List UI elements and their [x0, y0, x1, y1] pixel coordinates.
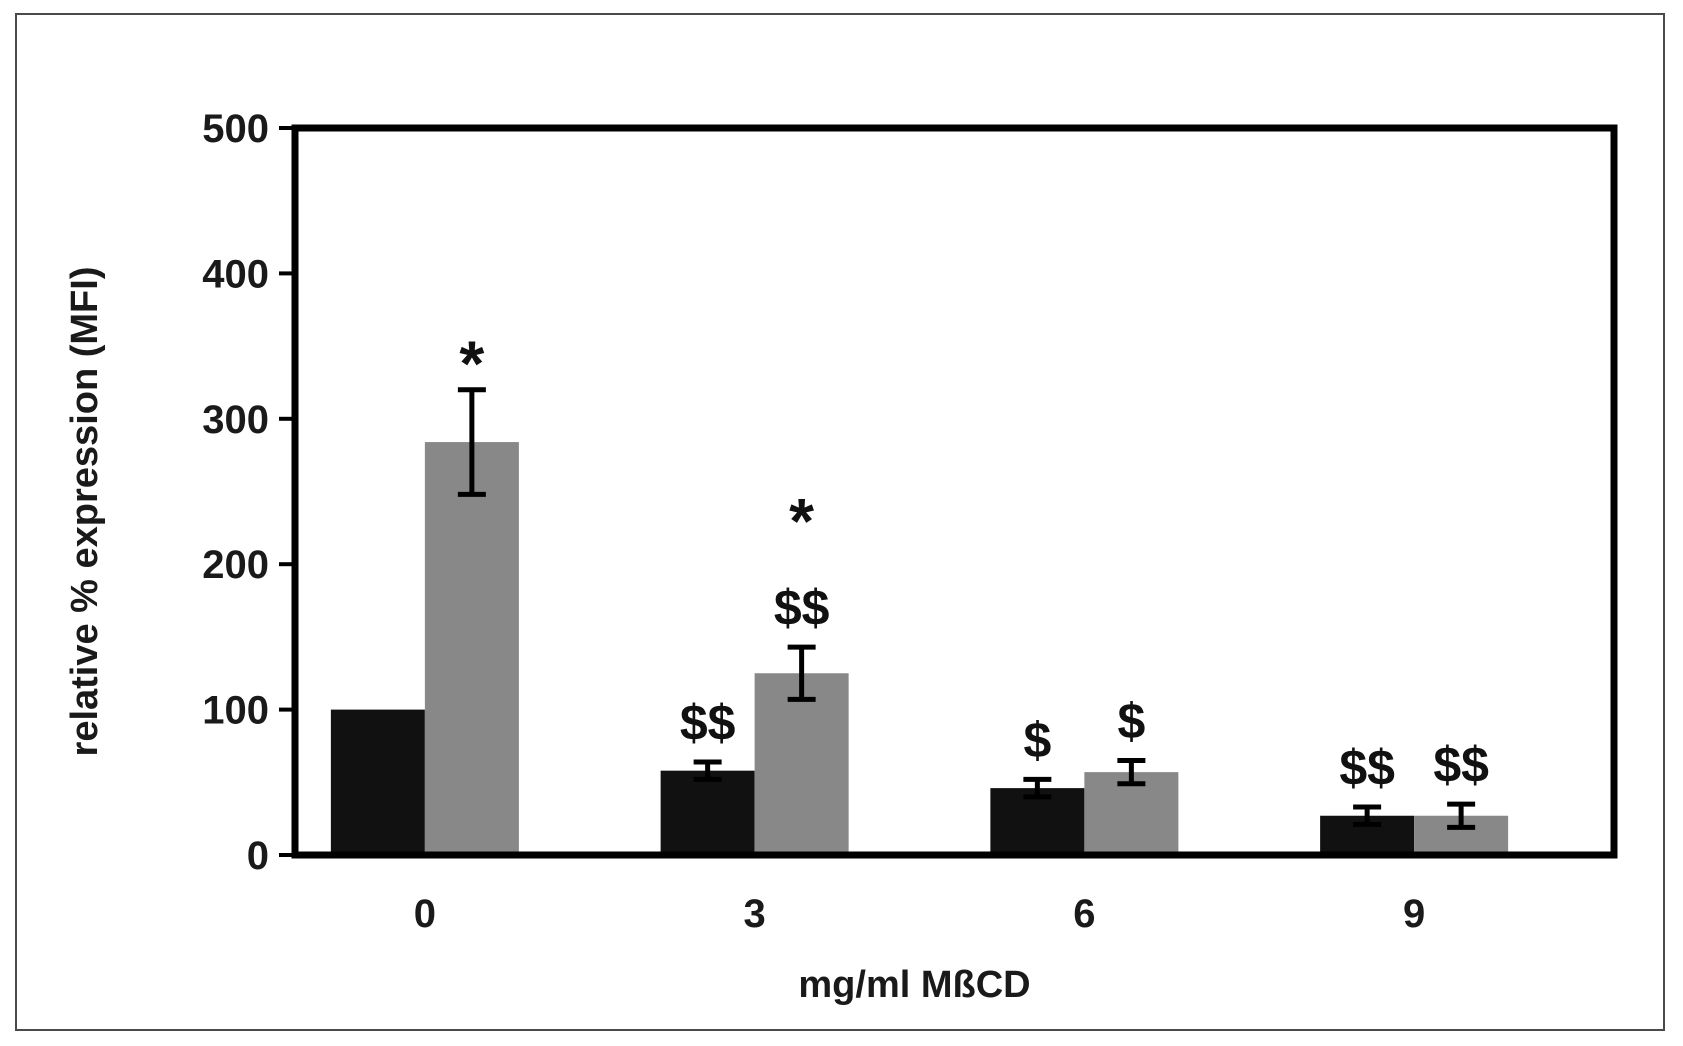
x-tick-label: 0 — [414, 892, 436, 936]
significance-dollar: $ — [1117, 693, 1145, 749]
x-tick-label: 6 — [1073, 892, 1095, 936]
y-tick-label: 500 — [202, 107, 269, 151]
x-tick-label: 9 — [1403, 892, 1425, 936]
y-tick-label: 400 — [202, 252, 269, 296]
y-axis-title: relative % expression (MFI) — [64, 267, 106, 757]
plot-area-border — [291, 124, 1618, 859]
bar — [424, 442, 519, 855]
significance-star: * — [459, 328, 484, 400]
bars-layer — [330, 442, 1509, 855]
y-tick-label: 200 — [202, 543, 269, 587]
bar — [754, 673, 849, 855]
significance-annotations: $$ $ $$*$$*$$$ — [459, 328, 1489, 796]
x-tick-label: 3 — [744, 892, 766, 936]
y-axis-ticks: 0 100 200 300 400 500 — [202, 107, 295, 878]
y-tick-label: 0 — [247, 834, 269, 878]
significance-dollar: $ — [1023, 712, 1051, 768]
bar — [330, 709, 425, 855]
x-axis-ticks: 0 3 6 9 — [414, 892, 1426, 936]
significance-star: * — [789, 485, 814, 557]
significance-dollar: $$ — [774, 580, 830, 636]
y-tick-label: 300 — [202, 398, 269, 442]
significance-dollar: $$ — [1433, 737, 1489, 793]
x-axis-title: mg/ml MßCD — [798, 964, 1030, 1006]
significance-dollar: $$ — [1339, 740, 1395, 796]
y-tick-label: 100 — [202, 689, 269, 733]
significance-dollar: $$ — [680, 695, 736, 751]
bar — [660, 770, 755, 855]
error-bars-layer — [457, 387, 1476, 830]
